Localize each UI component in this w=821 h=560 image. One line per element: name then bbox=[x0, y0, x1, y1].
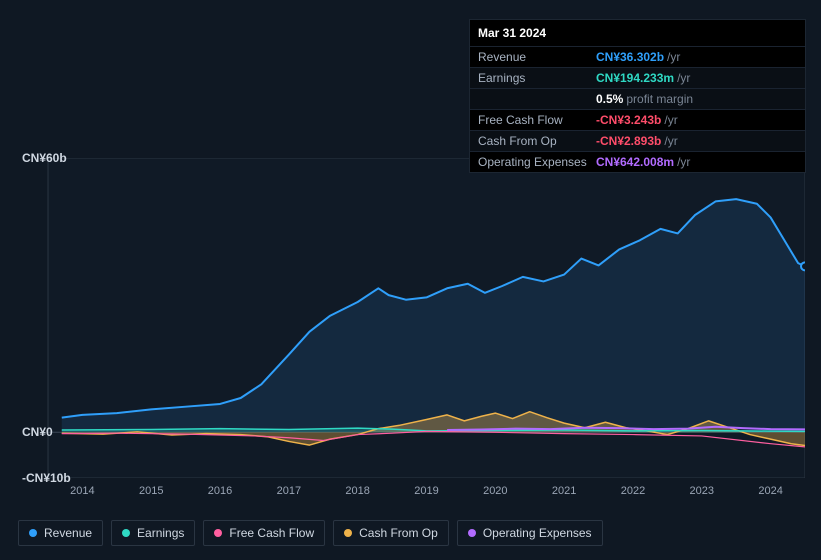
tooltip-row: Cash From Op-CN¥2.893b/yr bbox=[470, 130, 805, 151]
tooltip-value: CN¥36.302b bbox=[596, 50, 664, 64]
tooltip-row: RevenueCN¥36.302b/yr bbox=[470, 46, 805, 67]
legend-dot-icon bbox=[122, 529, 130, 537]
x-axis-labels: 2014 2015 2016 2017 2018 2019 2020 2021 2022 2023… bbox=[18, 485, 805, 505]
tooltip-label: Operating Expenses bbox=[478, 155, 596, 169]
tooltip-label: Earnings bbox=[478, 71, 596, 85]
tooltip-value: CN¥194.233m bbox=[596, 71, 674, 85]
tooltip-unit: /yr bbox=[677, 71, 690, 85]
x-axis-label: 2024 bbox=[758, 485, 782, 497]
x-axis-label: 2022 bbox=[621, 485, 645, 497]
tooltip-row: EarningsCN¥194.233m/yr bbox=[470, 67, 805, 88]
tooltip-date: Mar 31 2024 bbox=[470, 20, 805, 46]
tooltip-value: CN¥642.008m bbox=[596, 155, 674, 169]
tooltip-unit: /yr bbox=[667, 50, 680, 64]
tooltip-label: Cash From Op bbox=[478, 134, 596, 148]
legend-label: Cash From Op bbox=[359, 526, 438, 540]
y-axis-label: CN¥0 bbox=[22, 425, 53, 439]
tooltip-row: Operating ExpensesCN¥642.008m/yr bbox=[470, 151, 805, 172]
x-axis-label: 2020 bbox=[483, 485, 507, 497]
financials-chart[interactable] bbox=[18, 158, 805, 478]
legend-item-cash-from-op[interactable]: Cash From Op bbox=[333, 520, 449, 546]
x-axis-label: 2018 bbox=[345, 485, 369, 497]
tooltip-label: Revenue bbox=[478, 50, 596, 64]
x-axis-label: 2017 bbox=[277, 485, 301, 497]
legend-dot-icon bbox=[29, 529, 37, 537]
legend-label: Free Cash Flow bbox=[229, 526, 314, 540]
tooltip-value: -CN¥2.893b bbox=[596, 134, 661, 148]
tooltip-row: Free Cash Flow-CN¥3.243b/yr bbox=[470, 109, 805, 130]
legend-dot-icon bbox=[344, 529, 352, 537]
hover-tooltip: Mar 31 2024 RevenueCN¥36.302b/yrEarnings… bbox=[469, 19, 806, 173]
legend-dot-icon bbox=[214, 529, 222, 537]
legend-item-revenue[interactable]: Revenue bbox=[18, 520, 103, 546]
x-axis-label: 2019 bbox=[414, 485, 438, 497]
tooltip-unit: /yr bbox=[664, 113, 677, 127]
x-axis-label: 2016 bbox=[208, 485, 232, 497]
chart-svg bbox=[18, 158, 805, 478]
legend-label: Earnings bbox=[137, 526, 184, 540]
legend-item-earnings[interactable]: Earnings bbox=[111, 520, 195, 546]
legend-item-operating-expenses[interactable]: Operating Expenses bbox=[457, 520, 603, 546]
legend-label: Operating Expenses bbox=[483, 526, 592, 540]
x-axis-label: 2015 bbox=[139, 485, 163, 497]
tooltip-unit: /yr bbox=[677, 155, 690, 169]
tooltip-label: Free Cash Flow bbox=[478, 113, 596, 127]
legend-dot-icon bbox=[468, 529, 476, 537]
tooltip-unit: /yr bbox=[664, 134, 677, 148]
legend-item-free-cash-flow[interactable]: Free Cash Flow bbox=[203, 520, 325, 546]
x-axis-label: 2021 bbox=[552, 485, 576, 497]
y-axis-label: CN¥60b bbox=[22, 151, 67, 165]
legend: Revenue Earnings Free Cash Flow Cash From O… bbox=[18, 520, 603, 546]
tooltip-value: -CN¥3.243b bbox=[596, 113, 661, 127]
y-axis-label: -CN¥10b bbox=[22, 471, 71, 485]
legend-label: Revenue bbox=[44, 526, 92, 540]
x-axis-label: 2014 bbox=[70, 485, 94, 497]
tooltip-row-extra: 0.5% profit margin bbox=[470, 88, 805, 109]
x-axis-label: 2023 bbox=[690, 485, 714, 497]
